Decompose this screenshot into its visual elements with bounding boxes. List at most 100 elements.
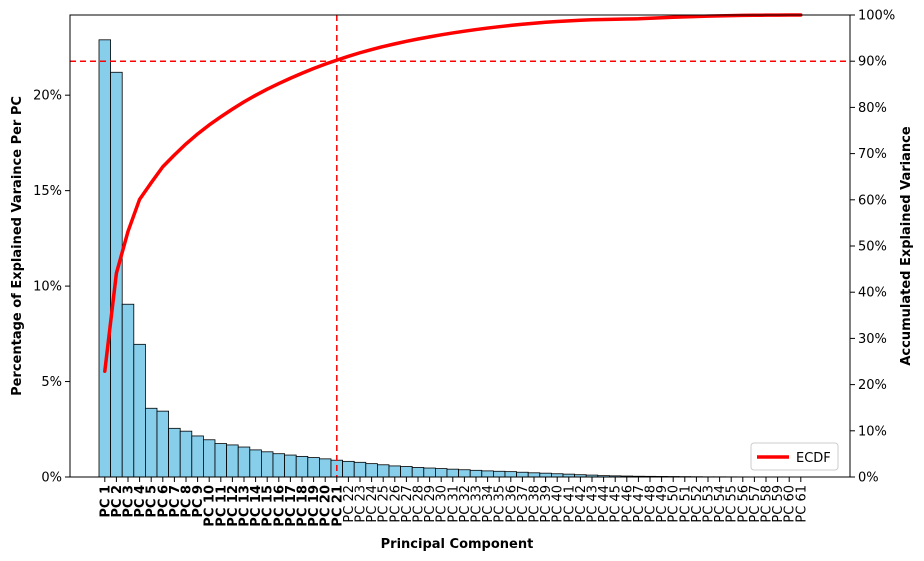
x-tick-label: PC 32 [458,485,473,523]
x-tick-label: PC 31 [446,485,461,523]
x-tick-label: PC 39 [539,485,554,523]
bar-15 [260,451,274,478]
x-tick-label: PC 47 [632,485,647,523]
right-y-axis: 0% 10% 20% 30% 40% 50% 60% 70% 80% 90% 100% [850,9,895,486]
bar-30 [434,468,448,478]
x-tick-label: PC 58 [760,485,775,523]
x-tick-label: PC 35 [493,485,508,523]
x-axis: PC 1PC 2PC 3PC 4PC 5PC 6PC 7PC 8PC 9PC 1… [98,477,809,527]
x-tick-label: PC 45 [609,485,624,523]
bar-3 [121,303,135,478]
x-tick-label: PC 30 [435,485,450,523]
x-tick-label: PC 22 [342,485,357,523]
x-tick-label: PC 38 [528,485,543,523]
x-tick-label: PC 3 [122,485,137,518]
x-tick-label: PC 19 [307,485,322,527]
right-tick-label: 80% [858,101,887,116]
bar-23 [353,461,367,478]
bar-36 [504,471,518,478]
bar-7 [168,427,181,478]
right-tick-label: 50% [858,240,887,255]
x-tick-label: PC 2 [110,485,125,518]
x-tick-label: PC 7 [168,485,183,518]
x-tick-label: PC 16 [272,485,287,527]
x-tick-label: PC 56 [736,485,751,523]
x-tick-label: PC 14 [249,485,264,527]
bar-13 [237,446,251,478]
bar-16 [272,453,286,478]
bar-24 [365,463,378,478]
x-tick-label: PC 53 [702,485,717,523]
bar-9 [191,435,204,478]
bar-22 [342,460,355,478]
x-tick-label: PC 46 [620,485,635,523]
bar-11 [214,443,228,478]
x-tick-label: PC 29 [423,485,438,523]
left-tick-label: 0% [41,471,62,486]
x-tick-label: PC 4 [133,485,148,518]
x-tick-label: PC 55 [725,485,740,523]
bar-33 [469,469,483,478]
plot-frame [69,14,851,478]
x-tick-label: PC 49 [655,485,670,523]
x-tick-label: PC 51 [678,485,693,523]
left-tick-label: 20% [33,89,62,104]
x-tick-label: PC 43 [586,485,601,523]
x-tick-label: PC 37 [516,485,531,523]
right-tick-label: 20% [858,378,887,393]
right-tick-label: 90% [858,55,887,70]
right-tick-label: 100% [858,9,895,24]
right-tick-label: 10% [858,424,887,439]
x-tick-label: PC 21 [330,485,345,527]
left-tick-label: 5% [41,375,62,390]
bar-32 [458,469,471,478]
right-tick-label: 60% [858,193,887,208]
x-tick-label: PC 50 [667,485,682,523]
x-tick-label: PC 10 [203,485,218,527]
x-tick-label: PC 40 [551,485,566,523]
right-tick-label: 70% [858,147,887,162]
left-y-axis: 0% 5% 10% 15% 20% [33,89,70,486]
bar-38 [527,472,541,478]
x-tick-label: PC 17 [284,485,299,527]
x-tick-label: PC 42 [574,485,589,523]
x-tick-label: PC 41 [562,485,577,523]
x-tick-label: PC 18 [296,485,311,527]
bar-34 [481,470,494,478]
bar-31 [446,468,460,478]
x-tick-label: PC 15 [261,485,276,527]
x-tick-label: PC 44 [597,485,612,523]
x-tick-label: PC 28 [412,485,427,523]
bar-29 [423,467,436,478]
bar-20 [318,458,332,478]
right-tick-label: 0% [858,471,879,486]
x-tick-label: PC 6 [156,485,171,518]
left-tick-label: 15% [33,184,62,199]
bar-8 [179,430,193,478]
bar-12 [226,444,239,478]
legend: ECDF [750,442,839,471]
reference-lines [70,15,850,477]
bar-5 [144,407,158,478]
x-tick-label: PC 57 [748,485,763,523]
x-tick-label: PC 13 [238,485,253,527]
bar-4 [133,343,146,478]
x-tick-label: PC 11 [214,485,229,527]
legend-label-ecdf: ECDF [796,451,831,466]
x-tick-label: PC 27 [400,485,415,523]
x-axis-title: Principal Component [381,537,534,552]
left-y-axis-title: Percentage of Explained Varaince Per PC [10,96,25,396]
x-tick-label: PC 20 [319,485,334,527]
bar-27 [400,466,413,478]
x-tick-label: PC 1 [98,485,113,518]
x-tick-label: PC 9 [191,485,206,518]
x-tick-label: PC 25 [377,485,392,523]
x-tick-label: PC 12 [226,485,241,527]
bar-6 [156,410,170,478]
legend-box [750,442,839,471]
bar-28 [411,467,425,478]
x-tick-label: PC 36 [504,485,519,523]
x-tick-label: PC 23 [354,485,369,523]
x-tick-label: PC 5 [145,485,160,518]
